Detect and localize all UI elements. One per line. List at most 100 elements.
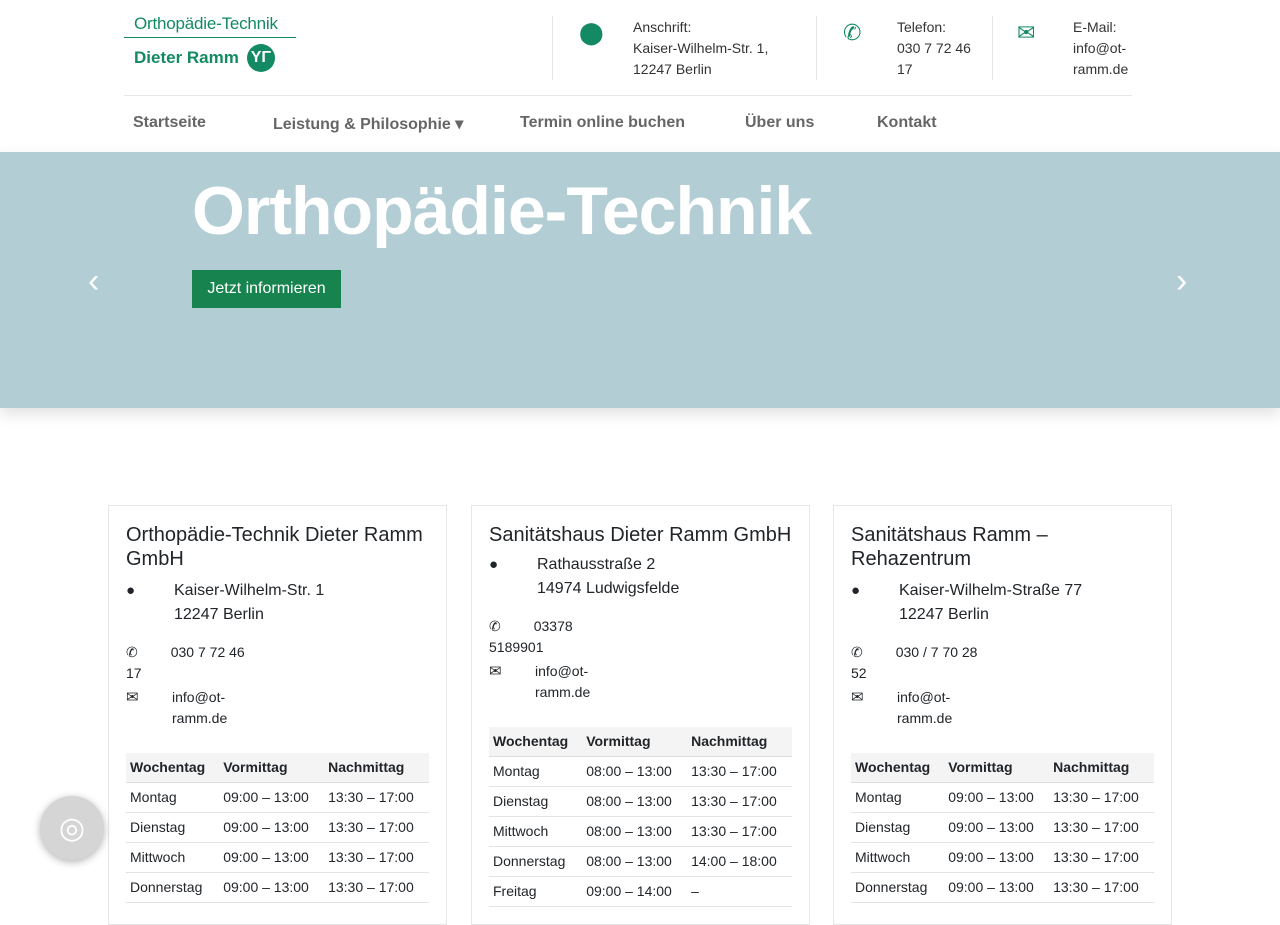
- envelope-icon: ✉: [851, 689, 864, 706]
- hours-cell: Mittwoch: [126, 842, 220, 873]
- card-title: Sanitätshaus Ramm – Rehazentrum: [851, 524, 1048, 570]
- nav-leistung-philosophie[interactable]: Leistung & Philosophie ▾: [273, 116, 464, 133]
- hours-cell: 08:00 – 13:00: [582, 786, 688, 817]
- hours-cell: Dienstag: [851, 812, 945, 843]
- hours-row: Donnerstag 09:00 – 13:00 13:30 – 17:00: [851, 872, 1154, 903]
- hours-cell: 14:00 – 18:00: [687, 846, 792, 877]
- hours-cell: 13:30 – 17:00: [687, 786, 792, 817]
- hours-row: Montag 09:00 – 13:00 13:30 – 17:00: [851, 782, 1154, 813]
- hours-cell: 09:00 – 14:00: [582, 876, 688, 907]
- card-phone[interactable]: ✆ 03378 5189901: [489, 616, 792, 658]
- logo-line2: Dieter Ramm: [134, 48, 239, 67]
- email-line: ramm.de: [535, 684, 591, 700]
- hours-row: Donnerstag 09:00 – 13:00 13:30 – 17:00: [126, 872, 429, 903]
- address-line: Rathausstraße 2: [537, 556, 656, 573]
- hours-cell: 09:00 – 13:00: [219, 842, 325, 873]
- hours-cell: Donnerstag: [851, 872, 945, 903]
- card-title: Sanitätshaus Dieter Ramm GmbH: [489, 524, 792, 546]
- hours-cell: 09:00 – 13:00: [219, 812, 325, 843]
- hero-cta-button[interactable]: Jetzt informieren: [192, 270, 341, 308]
- hours-cell: Montag: [126, 782, 220, 813]
- card-email[interactable]: ✉ info@ot- ramm.de: [851, 687, 1154, 729]
- map-marker-icon: ●: [126, 582, 136, 599]
- address-line: Kaiser-Wilhelm-Straße 77: [899, 582, 1083, 599]
- hours-row: Mittwoch 09:00 – 13:00 13:30 – 17:00: [126, 842, 429, 873]
- email-line[interactable]: info@ot-: [1073, 40, 1127, 56]
- hours-cell: 13:30 – 17:00: [324, 872, 429, 903]
- phone-line: 03378: [533, 618, 573, 634]
- hero-carousel: Orthopädie-Technik Jetzt informieren ‹ ›: [0, 152, 1280, 408]
- hours-cell: Dienstag: [489, 786, 583, 817]
- header-email: ✉ E-Mail: info@ot-ramm.de: [992, 16, 1142, 80]
- nav-termin-online[interactable]: Termin online buchen: [520, 114, 686, 131]
- email-line: info@ot-: [172, 689, 226, 705]
- fingerprint-privacy-button[interactable]: ◎: [40, 796, 104, 860]
- logo-line1: Orthopädie-Technik: [124, 14, 296, 38]
- logo-mark-icon: ΥΓ: [246, 44, 275, 72]
- hours-cell: 09:00 – 13:00: [219, 782, 325, 813]
- table-header: Wochentag: [851, 753, 945, 783]
- table-header: Wochentag: [126, 753, 220, 783]
- hours-row: Montag 09:00 – 13:00 13:30 – 17:00: [126, 782, 429, 813]
- hours-cell: 13:30 – 17:00: [324, 782, 429, 813]
- hero-title: Orthopädie-Technik: [192, 173, 812, 249]
- carousel-next-icon[interactable]: ›: [1176, 262, 1188, 300]
- logo[interactable]: Orthopädie-Technik Dieter Ramm ΥΓ: [124, 14, 296, 72]
- table-header: Vormittag: [219, 753, 325, 783]
- nav-startseite[interactable]: Startseite: [133, 114, 206, 131]
- card-address: ● Rathausstraße 2 14974 Ludwigsfelde: [489, 553, 792, 601]
- hours-cell: 08:00 – 13:00: [582, 846, 688, 877]
- card-phone[interactable]: ✆ 030 / 7 70 28 52: [851, 642, 1154, 684]
- hours-cell: Freitag: [489, 876, 583, 907]
- hours-cell: Dienstag: [126, 812, 220, 843]
- hours-row: Mittwoch 08:00 – 13:00 13:30 – 17:00: [489, 816, 792, 847]
- phone-icon: ✆: [489, 618, 501, 634]
- table-header: Nachmittag: [687, 727, 792, 757]
- header-divider: [124, 95, 1132, 96]
- table-header: Vormittag: [944, 753, 1050, 783]
- hours-cell: 13:30 – 17:00: [1049, 842, 1154, 873]
- card-email[interactable]: ✉ info@ot- ramm.de: [489, 661, 792, 703]
- location-card: Orthopädie-Technik Dieter Ramm GmbH ● Ka…: [108, 505, 447, 925]
- address-line: 14974 Ludwigsfelde: [537, 580, 680, 597]
- phone-line: 17: [126, 665, 142, 681]
- email-line[interactable]: ramm.de: [1073, 61, 1129, 77]
- hours-cell: Mittwoch: [489, 816, 583, 847]
- hours-row: Dienstag 09:00 – 13:00 13:30 – 17:00: [126, 812, 429, 843]
- hours-cell: 13:30 – 17:00: [1049, 872, 1154, 903]
- phone-line: 030 / 7 70 28: [895, 644, 978, 660]
- email-line: info@ot-: [535, 663, 589, 679]
- table-header: Wochentag: [489, 727, 583, 757]
- table-header: Nachmittag: [1049, 753, 1154, 783]
- address-line: 12247 Berlin: [899, 606, 989, 623]
- hours-cell: 13:30 – 17:00: [1049, 782, 1154, 813]
- phone-icon: ✆: [843, 20, 862, 45]
- table-header: Nachmittag: [324, 753, 429, 783]
- hours-cell: –: [687, 876, 792, 907]
- hours-cell: 13:30 – 17:00: [1049, 812, 1154, 843]
- hours-row: Donnerstag 08:00 – 13:00 14:00 – 18:00: [489, 846, 792, 877]
- header-phone: ✆ Telefon: 030 7 72 46 17: [816, 16, 992, 80]
- card-email[interactable]: ✉ info@ot- ramm.de: [126, 687, 429, 729]
- location-card: Sanitätshaus Dieter Ramm GmbH ● Rathauss…: [471, 505, 810, 925]
- nav-ueber-uns[interactable]: Über uns: [745, 114, 815, 131]
- nav-kontakt[interactable]: Kontakt: [877, 114, 937, 131]
- email-line: info@ot-: [897, 689, 951, 705]
- card-phone[interactable]: ✆ 030 7 72 46 17: [126, 642, 429, 684]
- location-card: Sanitätshaus Ramm – Rehazentrum ● Kaiser…: [833, 505, 1172, 925]
- phone-line: 030 7 72 46: [170, 644, 245, 660]
- hours-cell: 09:00 – 13:00: [944, 782, 1050, 813]
- phone-line[interactable]: 17: [897, 61, 913, 77]
- envelope-icon: ✉: [1017, 20, 1036, 45]
- hours-cell: 13:30 – 17:00: [324, 812, 429, 843]
- hours-cell: Montag: [851, 782, 945, 813]
- carousel-prev-icon[interactable]: ‹: [88, 262, 100, 300]
- envelope-icon: ✉: [489, 663, 502, 680]
- hours-cell: 13:30 – 17:00: [324, 842, 429, 873]
- hours-cell: 08:00 – 13:00: [582, 816, 688, 847]
- header-address: ⬤ Anschrift: Kaiser-Wilhelm-Str. 1, 12247 …: [552, 16, 816, 80]
- hours-cell: 09:00 – 13:00: [219, 872, 325, 903]
- phone-line[interactable]: 030 7 72 46: [897, 40, 971, 56]
- phone-label: Telefon:: [897, 19, 947, 35]
- hours-cell: Donnerstag: [126, 872, 220, 903]
